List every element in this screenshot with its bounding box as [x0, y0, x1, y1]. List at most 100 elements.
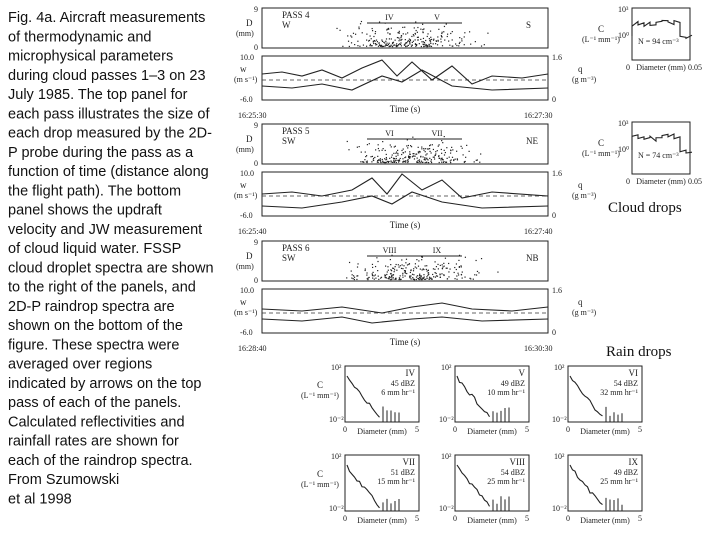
drop-dot [438, 28, 440, 30]
w-curve [261, 302, 549, 314]
drop-dot [351, 277, 353, 279]
drop-dot [437, 263, 439, 266]
drop-dot [402, 148, 404, 150]
pass-code: NE [526, 136, 538, 146]
x-axis-label: Diameter (mm) [357, 427, 407, 436]
drop-dot [370, 45, 372, 47]
drop-dot [446, 278, 449, 280]
drop-dot [437, 268, 439, 270]
drop-dot [419, 268, 421, 270]
drop-dot [384, 22, 386, 24]
drop-dot [421, 269, 423, 271]
drop-dot [419, 151, 421, 153]
drop-dot [450, 32, 452, 35]
rain-spectrum-frame [454, 365, 530, 423]
q-tick: 0 [552, 211, 556, 220]
drop-dot [366, 272, 368, 274]
drop-dot [375, 277, 377, 279]
drop-dot [417, 36, 419, 38]
c-axis-label: C [317, 380, 323, 390]
drop-dot [442, 161, 444, 163]
drop-dot [426, 265, 428, 267]
drop-dot [373, 42, 375, 45]
drop-dot [427, 33, 429, 35]
drop-dot [456, 275, 458, 277]
drop-dot [435, 266, 438, 268]
caption-line: figure. These spectra were [8, 337, 179, 353]
w-axis-unit: (m s⁻¹) [234, 75, 258, 84]
drop-dot [451, 31, 453, 33]
drop-dot [398, 160, 401, 162]
drop-dot [423, 28, 425, 30]
drop-dot [470, 43, 472, 45]
time-start: 16:28:40 [238, 344, 266, 353]
drop-dot [384, 161, 386, 164]
drop-dot [416, 43, 418, 46]
drop-dot [421, 146, 423, 148]
drop-dot [400, 39, 402, 42]
drop-dot [380, 276, 383, 278]
c-tick: 10³ [618, 119, 629, 128]
x-tick: 5 [525, 425, 529, 434]
drop-dot [423, 158, 425, 161]
drop-dot [372, 40, 374, 42]
x-tick: 5 [638, 514, 642, 523]
drop-dot [415, 278, 417, 281]
drop-dot [427, 274, 429, 276]
drop-dot [389, 258, 391, 261]
drop-dot [425, 39, 427, 42]
drop-dot [443, 161, 445, 163]
pass-code: NB [526, 253, 539, 263]
drop-dot [405, 156, 407, 158]
drop-dot [470, 278, 472, 280]
drop-dot [401, 38, 403, 41]
q-axis-label: q [578, 180, 583, 190]
drop-dot [438, 161, 440, 164]
drop-dot [395, 45, 397, 48]
drop-dot [367, 278, 369, 281]
drop-dot [413, 268, 415, 270]
drop-dot [480, 258, 483, 260]
drop-dot [381, 45, 383, 48]
drop-dot [371, 27, 373, 30]
drop-dot [424, 161, 426, 164]
drop-dot [436, 44, 439, 46]
drop-dot [388, 160, 390, 163]
drop-dot [425, 148, 427, 150]
drop-dot [394, 39, 396, 41]
drop-dot [395, 155, 397, 157]
drop-dot [385, 265, 387, 267]
drop-dot [416, 31, 418, 33]
drop-dot [379, 158, 381, 160]
drop-dot [468, 31, 471, 33]
y-tick: 10² [331, 363, 342, 372]
q-tick: 0 [552, 328, 556, 337]
drop-dot [409, 39, 412, 41]
drop-dot [464, 160, 466, 163]
drop-dot [390, 270, 393, 272]
drop-dot [411, 35, 413, 38]
drop-dot [422, 41, 424, 43]
drop-dot [405, 45, 407, 48]
drop-dot [406, 139, 408, 141]
drop-dot [397, 44, 400, 46]
drop-dot [402, 272, 404, 274]
drop-dot [386, 271, 388, 273]
drop-dot [361, 161, 364, 163]
drop-dot [451, 39, 453, 41]
drop-dot [464, 256, 466, 258]
drop-dot [413, 158, 416, 160]
drop-dot [497, 271, 499, 273]
drop-dot [371, 155, 374, 158]
drop-dot [416, 275, 418, 277]
drop-dot [445, 267, 447, 269]
drop-dot [360, 151, 362, 153]
drop-dot [426, 270, 428, 272]
drop-dot [424, 159, 426, 161]
drop-dot [381, 40, 384, 42]
drop-dot [418, 260, 420, 262]
drop-dot [455, 268, 457, 271]
drop-dot [390, 44, 392, 46]
rain-rate: 6 mm hr⁻¹ [381, 388, 415, 397]
